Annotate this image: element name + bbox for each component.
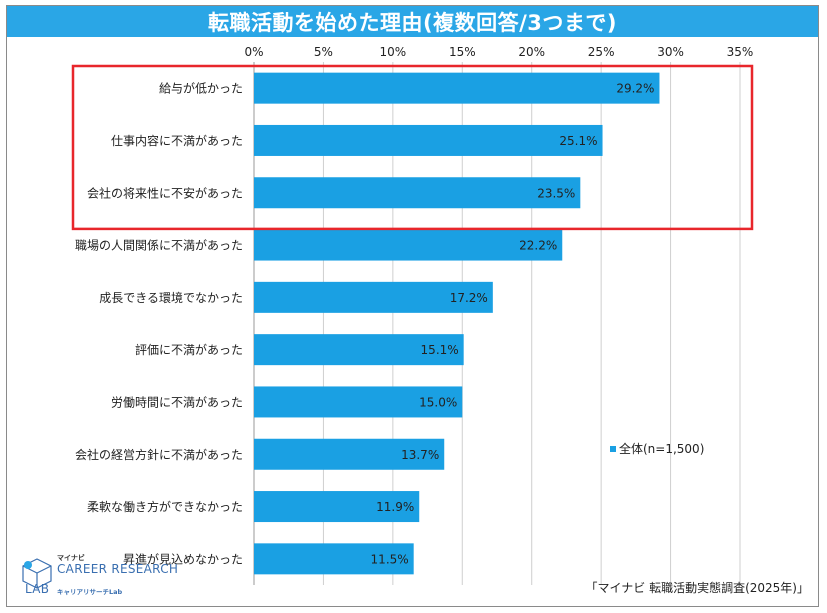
category-label: 給与が低かった [159,81,243,96]
category-label: 職場の人間関係に不満があった [75,238,243,253]
source-note: 「マイナビ 転職活動実態調査(2025年)」 [585,581,809,595]
bar-value-label: 23.5% [537,186,575,200]
x-tick-label: 25% [588,45,615,59]
category-label: 仕事内容に不満があった [111,133,243,148]
x-tick-label: 10% [380,45,407,59]
bar-value-label: 25.1% [559,134,597,148]
bar-value-label: 11.5% [371,552,409,566]
bar [254,543,414,575]
bar-value-label: 29.2% [616,82,654,96]
bar-value-label: 22.2% [519,239,557,253]
bar [254,124,603,156]
x-tick-label: 30% [657,45,684,59]
x-tick-label: 5% [314,45,333,59]
x-tick-label: 35% [727,45,754,59]
legend-swatch [610,445,616,452]
category-label: 成長できる環境でなかった [99,290,243,305]
cube-logo-icon [22,558,52,589]
bar-value-label: 17.2% [450,291,488,305]
bar [254,334,464,366]
logo-sub: キャリアリサーチLab [57,588,123,596]
category-label: 労働時間に不満があった [111,394,243,409]
logo-brand-small: マイナビ [57,554,85,562]
category-label: 昇進が見込めなかった [123,551,243,566]
bar [254,177,581,209]
legend-label: 全体(n=1,500) [619,442,705,456]
bar [254,229,563,261]
logo-line1: CAREER RESEARCH [57,562,179,576]
career-research-lab-logo: マイナビ CAREER RESEARCH LAB キャリアリサーチLab [20,552,190,602]
bar-value-label: 15.0% [419,395,457,409]
category-label: 会社の経営方針に不満があった [75,447,243,462]
bar [254,438,445,470]
bar [254,72,660,104]
bar [254,386,463,418]
chart-title: 転職活動を始めた理由(複数回答/3つまで) [7,6,818,37]
category-label: 柔軟な働き方ができなかった [87,499,243,514]
bar-value-label: 15.1% [421,343,459,357]
bar-value-label: 13.7% [401,448,439,462]
bar [254,281,493,313]
x-tick-label: 0% [244,45,263,59]
highlight-box [71,64,754,231]
x-tick-label: 20% [518,45,545,59]
logo-line2: LAB [25,582,50,596]
category-label: 評価に不満があった [135,342,243,357]
category-label: 会社の将来性に不安があった [87,185,243,200]
bar-value-label: 11.9% [376,500,414,514]
x-tick-label: 15% [449,45,476,59]
legend: 全体(n=1,500) [610,440,704,457]
bar [254,491,420,523]
